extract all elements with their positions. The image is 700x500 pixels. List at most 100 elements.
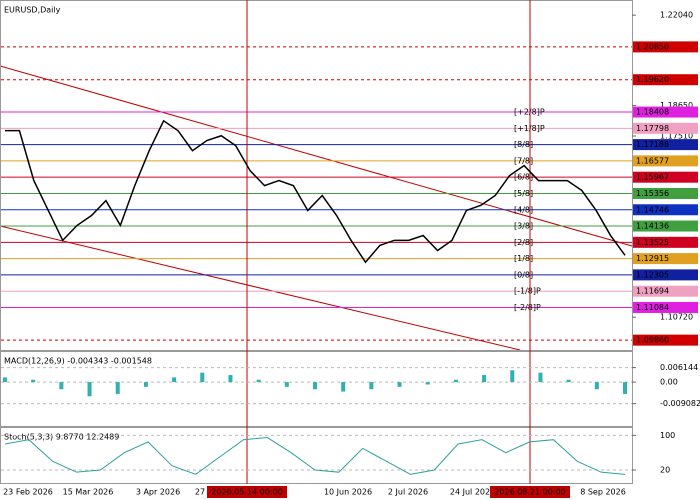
histogram-bar	[59, 382, 64, 390]
level-badge	[633, 171, 698, 183]
level-tag: [3/8]	[514, 222, 533, 231]
x-tick-label: 10 Jun 2026	[324, 488, 372, 497]
histogram-bar	[538, 372, 543, 383]
marker-badge	[207, 486, 287, 498]
level-label: 1.14746	[636, 205, 669, 214]
level-badge	[633, 204, 698, 216]
level-badge	[633, 301, 698, 313]
level-label: 1.17798	[636, 124, 669, 133]
x-tick-label: 15 Mar 2026	[63, 488, 114, 497]
y-tick-label: 100	[660, 431, 675, 440]
y-tick-label: 0.006144	[660, 363, 698, 372]
level-badge	[633, 74, 698, 86]
x-tick-label: 23 Feb 2026	[3, 488, 53, 497]
level-label: 1.16577	[636, 156, 669, 165]
level-tag: [4/8]	[514, 205, 533, 214]
level-tag: [-2/8]P	[514, 303, 541, 312]
marker-label: 2026.05.14 00:00	[211, 488, 282, 497]
histogram-bar	[482, 375, 487, 383]
histogram-bar	[397, 382, 402, 387]
macd-title: MACD(12,26,9) -0.004343 -0.001548	[4, 357, 152, 366]
histogram-bar	[3, 377, 7, 383]
marker-badge	[490, 486, 570, 498]
y-tick-label: 0.00	[660, 378, 678, 387]
level-label: 1.11084	[636, 303, 669, 312]
level-tag: [-1/8]P	[514, 287, 541, 296]
histogram-bar	[172, 377, 177, 383]
level-label: 1.15356	[636, 189, 669, 198]
y-tick-label: -0.009082	[660, 399, 700, 408]
marker-label: 2026.08.21 00:00	[494, 488, 565, 497]
histogram-bar	[566, 379, 571, 383]
trend-line	[0, 65, 633, 247]
x-tick-label: 8 Sep 2026	[580, 488, 626, 497]
level-badge	[633, 187, 698, 199]
level-tag: [5/8]	[514, 189, 533, 198]
histogram-bar	[510, 370, 515, 383]
histogram-bar	[31, 379, 36, 383]
level-badge	[633, 253, 698, 265]
main-panel	[0, 0, 633, 351]
histogram-bar	[228, 375, 233, 383]
histogram-bar	[200, 372, 205, 383]
level-tag: [6/8]	[514, 173, 533, 182]
level-tag: [+1/8]P	[514, 124, 545, 133]
level-label: 1.11694	[636, 287, 669, 296]
y-tick-label: 20	[660, 466, 670, 475]
level-tag: [8/8]	[514, 140, 533, 149]
level-badge	[633, 106, 698, 118]
level-tag: [+2/8]P	[514, 108, 545, 117]
x-tick-label: 24 Jul 202	[450, 488, 490, 497]
histogram-bar	[87, 382, 92, 397]
level-tag: [7/8]	[514, 156, 533, 165]
level-badge	[633, 155, 698, 167]
level-badge	[633, 285, 698, 297]
level-badge	[633, 236, 698, 248]
stoch-panel	[0, 427, 633, 484]
y-tick-label: 1.17510	[660, 132, 693, 141]
level-badge	[633, 334, 698, 346]
x-tick-label: 2 Jul 2026	[388, 488, 428, 497]
level-badge	[633, 220, 698, 232]
level-label: 1.20850	[636, 42, 669, 51]
level-badge	[633, 122, 698, 134]
price-line	[5, 119, 626, 264]
histogram-bar	[594, 382, 599, 390]
level-label: 1.12915	[636, 254, 669, 263]
level-label: 1.18408	[636, 108, 669, 117]
y-tick-label: 1.22040	[660, 11, 693, 20]
histogram-bar	[284, 382, 289, 387]
level-label: 1.17188	[636, 140, 669, 149]
trend-line	[0, 225, 521, 351]
y-tick-label: 1.18650	[660, 101, 693, 110]
level-label: 1.12305	[636, 270, 669, 279]
level-label: 1.19620	[636, 75, 669, 84]
histogram-bar	[453, 379, 458, 383]
level-label: 1.15967	[636, 173, 669, 182]
level-badge	[633, 139, 698, 151]
y-tick-label: 1.10720	[660, 313, 693, 322]
histogram-bar	[313, 382, 317, 390]
level-label: 1.14136	[636, 222, 669, 231]
level-badge	[633, 269, 698, 281]
stoch-title: Stoch(5,3,3) 9.8770 12.2489	[4, 433, 119, 442]
chart-title: EURUSD,Daily	[4, 6, 61, 15]
level-tag: [0/8]	[514, 270, 533, 279]
histogram-bar	[623, 382, 627, 394]
x-tick-label: 27	[195, 488, 205, 497]
histogram-bar	[369, 382, 374, 390]
histogram-bar	[425, 382, 430, 385]
level-tag: [2/8]	[514, 238, 533, 247]
level-badge	[633, 41, 698, 53]
level-label: 1.13525	[636, 238, 669, 247]
level-tag: [1/8]	[514, 254, 533, 263]
histogram-bar	[115, 382, 120, 394]
level-label: 1.09860	[636, 336, 669, 345]
x-tick-label: 3 Apr 2026	[136, 488, 180, 497]
histogram-bar	[143, 382, 148, 387]
price-line	[4, 437, 626, 475]
macd-panel	[0, 351, 633, 427]
histogram-bar	[341, 382, 346, 392]
